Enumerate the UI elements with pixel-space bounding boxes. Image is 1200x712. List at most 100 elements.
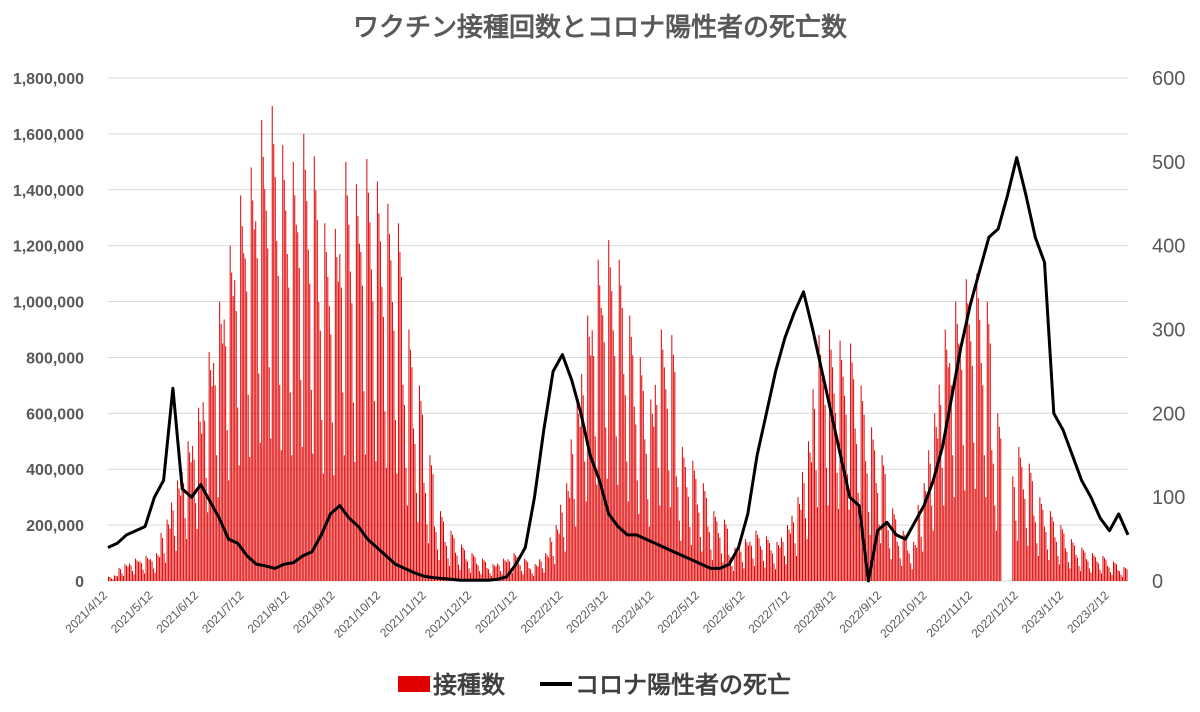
vaccination-bar xyxy=(728,554,730,581)
vaccination-bar xyxy=(735,550,737,581)
vaccination-bar xyxy=(865,461,867,581)
vaccination-bar xyxy=(853,379,855,581)
vaccination-bar xyxy=(452,534,454,581)
vaccination-bar xyxy=(379,241,381,581)
vaccination-bar xyxy=(192,445,194,581)
vaccination-bar xyxy=(175,550,177,581)
vaccination-bar xyxy=(1046,549,1048,581)
vaccination-bar xyxy=(1060,525,1062,581)
vaccination-bar xyxy=(498,565,500,581)
vaccination-bar xyxy=(674,371,676,581)
vaccination-bar xyxy=(702,483,704,581)
vaccination-bar xyxy=(932,530,934,581)
vaccination-bar xyxy=(252,200,254,581)
vaccination-bar xyxy=(997,413,999,581)
vaccination-bar xyxy=(847,474,849,581)
vaccination-bar xyxy=(782,541,784,581)
vaccination-bar xyxy=(887,530,889,581)
vaccination-bar xyxy=(624,395,626,581)
vaccination-bar xyxy=(1096,561,1098,581)
vaccination-bar xyxy=(629,315,631,581)
vaccination-bar xyxy=(659,505,661,581)
vaccination-bar xyxy=(313,156,315,582)
vaccination-bar xyxy=(904,534,906,581)
vaccination-bar xyxy=(868,511,870,581)
vaccination-bar xyxy=(581,373,583,581)
vaccination-bar xyxy=(279,384,281,581)
vaccination-bar xyxy=(228,480,230,581)
vaccination-bar xyxy=(588,336,590,581)
vaccination-bar xyxy=(826,467,828,581)
vaccination-bar xyxy=(656,404,658,581)
vaccination-bar xyxy=(111,578,112,581)
vaccination-bar xyxy=(298,268,300,581)
vaccination-bar xyxy=(1076,557,1078,581)
vaccination-bar xyxy=(923,483,925,581)
vaccination-bar xyxy=(112,579,114,581)
vaccination-bar xyxy=(240,195,242,581)
vaccination-bar xyxy=(991,450,993,581)
vaccination-bar xyxy=(533,575,535,581)
vaccination-bar xyxy=(982,385,984,581)
x-tick-label: 2021/7/12 xyxy=(199,588,247,636)
vaccination-bar xyxy=(528,567,530,581)
vaccination-bar xyxy=(306,200,308,581)
vaccination-bar xyxy=(1112,561,1114,581)
vaccination-bar xyxy=(280,450,282,581)
vaccination-bar xyxy=(750,545,752,581)
vaccination-bar xyxy=(384,411,386,581)
vaccination-bar xyxy=(776,541,778,581)
vaccination-bar xyxy=(217,497,219,581)
vaccination-bar xyxy=(552,555,554,581)
vaccination-bar xyxy=(590,355,592,581)
vaccination-bar xyxy=(1021,466,1023,581)
vaccination-bar xyxy=(746,542,748,581)
vaccination-bar xyxy=(213,363,215,581)
vaccination-bar xyxy=(884,474,886,581)
vaccination-bar xyxy=(229,245,231,582)
vaccination-bar xyxy=(641,375,643,581)
vaccination-bar xyxy=(1022,489,1024,581)
vaccination-bar xyxy=(1051,516,1053,581)
vaccination-bar xyxy=(716,521,718,581)
vaccination-bar xyxy=(711,560,713,581)
vaccination-bar xyxy=(701,551,703,581)
left-tick-label: 1,400,000 xyxy=(13,183,84,200)
vaccination-bar xyxy=(148,559,150,581)
vaccination-bar xyxy=(632,355,634,581)
vaccination-bar xyxy=(686,487,688,581)
vaccination-bar xyxy=(418,385,420,581)
vaccination-bar xyxy=(817,507,819,581)
vaccination-bar xyxy=(1024,498,1026,581)
vaccination-bar xyxy=(369,222,371,581)
vaccination-bar xyxy=(651,413,653,581)
vaccination-bar xyxy=(333,475,335,581)
vaccination-bar xyxy=(1097,563,1099,581)
vaccination-bar xyxy=(802,472,804,581)
vaccination-bar xyxy=(777,545,779,581)
vaccination-bar xyxy=(971,365,973,581)
vaccination-bar xyxy=(216,455,218,581)
vaccination-bar xyxy=(955,301,957,581)
vaccination-bar xyxy=(585,501,587,581)
vaccination-bar xyxy=(205,477,207,581)
right-tick-label: 100 xyxy=(1152,487,1185,509)
vaccination-bar xyxy=(690,544,692,581)
vaccination-bar xyxy=(832,367,834,581)
vaccination-bar xyxy=(424,492,426,581)
left-tick-label: 200,000 xyxy=(26,518,84,535)
vaccination-bar xyxy=(1094,557,1096,581)
vaccination-bar xyxy=(147,557,149,581)
vaccination-bar xyxy=(184,518,186,582)
vaccination-bar xyxy=(1109,572,1111,581)
vaccination-bar xyxy=(699,536,701,581)
vaccination-bar xyxy=(1114,563,1116,581)
vaccination-bar xyxy=(821,371,823,581)
vaccination-bar xyxy=(237,407,239,581)
vaccination-bar xyxy=(818,335,820,581)
vaccination-bar xyxy=(136,560,138,581)
vaccination-bar xyxy=(672,354,674,581)
vaccination-bar xyxy=(259,442,261,581)
vaccination-bar xyxy=(953,497,955,581)
vaccination-bar xyxy=(812,389,814,581)
